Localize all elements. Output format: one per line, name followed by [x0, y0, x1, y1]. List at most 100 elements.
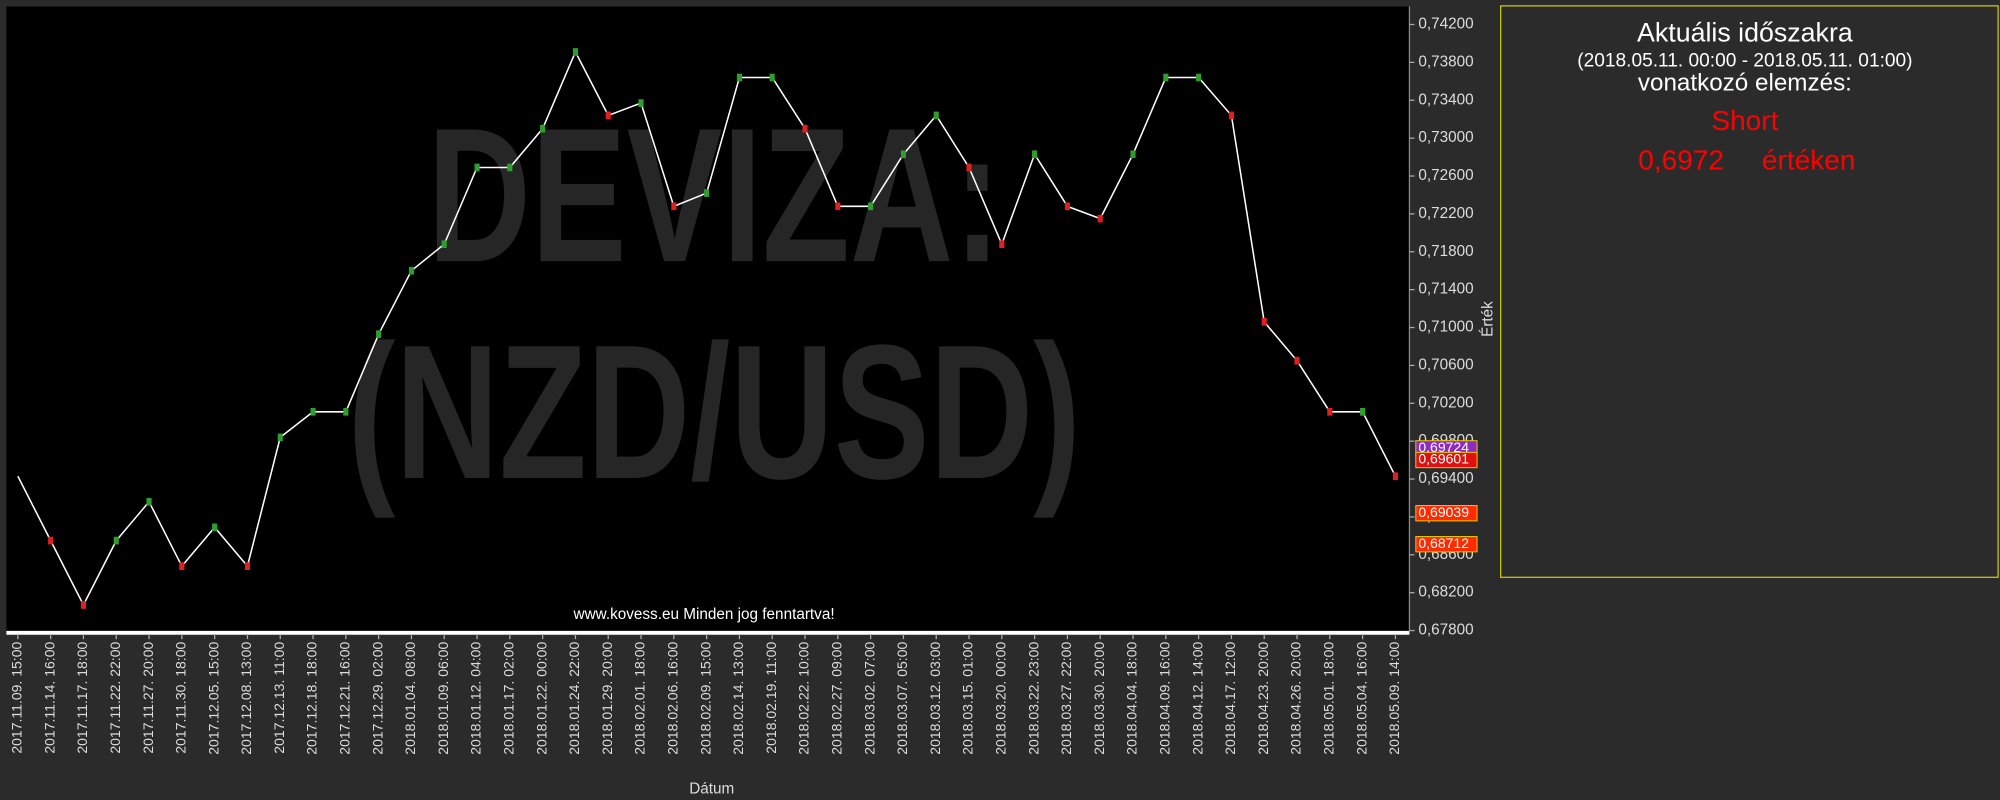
x-tick-label: 2018.01.29. 20:00: [599, 642, 615, 755]
x-tick-label: 2018.02.27. 09:00: [829, 642, 845, 755]
price-point: [474, 163, 480, 172]
x-tick-label: 2018.05.09. 14:00: [1386, 642, 1402, 755]
y-tick-label: 0,71000: [1418, 319, 1473, 336]
price-point: [80, 601, 87, 609]
x-tick-label: 2018.03.27. 22:00: [1058, 642, 1074, 755]
x-tick-label: 2018.02.01. 18:00: [632, 642, 648, 755]
price-point: [572, 48, 578, 56]
price-point: [605, 111, 611, 120]
panel-price-suffix: értéken: [1762, 145, 1856, 176]
x-axis-label: Dátum: [689, 781, 734, 798]
x-tick-label: 2017.11.17. 18:00: [74, 642, 90, 754]
price-point: [212, 523, 218, 532]
x-tick-label: 2018.03.07. 05:00: [894, 642, 910, 755]
x-tick-label: 2018.05.04. 16:00: [1353, 642, 1369, 755]
copyright: www.kovess.eu Minden jog fenntartva!: [573, 606, 835, 623]
y-tick-label: 0,67800: [1418, 622, 1473, 639]
x-tick-label: 2018.02.09. 15:00: [697, 642, 713, 755]
x-tick-label: 2017.11.14. 16:00: [41, 642, 57, 754]
x-tick-label: 2017.11.22. 22:00: [107, 642, 123, 754]
x-tick-label: 2018.03.30. 20:00: [1091, 642, 1107, 755]
y-tick-label: 0,74200: [1418, 16, 1473, 33]
price-point: [835, 202, 841, 211]
x-tick-label: 2018.02.06. 16:00: [665, 642, 681, 755]
price-point: [868, 202, 874, 211]
y-axis-label: Érték: [1480, 301, 1497, 337]
price-point: [1163, 73, 1169, 82]
x-tick-label: 2017.11.27. 20:00: [140, 642, 156, 754]
analysis-panel: [1499, 5, 1999, 578]
price-point: [1130, 150, 1136, 159]
price-marker-label: 0,69724: [1418, 439, 1469, 455]
price-marker-label: 0,69039: [1418, 504, 1469, 520]
price-marker: [1415, 505, 1478, 522]
x-tick-label: 2017.12.21. 16:00: [337, 642, 353, 755]
x-tick-label: 2018.01.17. 02:00: [501, 642, 517, 755]
price-point: [179, 562, 185, 570]
price-point: [1392, 472, 1398, 481]
panel-period: (2018.05.11. 00:00 - 2018.05.11. 01:00): [1577, 50, 1912, 71]
x-tick-label: 2018.04.17. 12:00: [1222, 642, 1238, 755]
x-tick-label: 2018.02.14. 13:00: [730, 642, 746, 755]
x-tick-label: 2018.01.04. 08:00: [402, 642, 418, 755]
y-tick-label: 0,71400: [1418, 281, 1473, 298]
price-point: [704, 189, 710, 197]
price-point: [933, 111, 939, 120]
price-point: [769, 73, 775, 82]
y-tick-label: 0,71800: [1418, 243, 1473, 260]
price-point: [1327, 407, 1333, 416]
price-point: [146, 497, 152, 506]
price-point: [1032, 150, 1038, 159]
x-tick-label: 2018.01.09. 06:00: [435, 642, 451, 755]
price-point: [277, 433, 283, 442]
price-point: [48, 536, 54, 545]
x-tick-label: 2018.01.12. 04:00: [468, 642, 484, 755]
x-tick-label: 2018.01.22. 00:00: [533, 642, 549, 755]
price-point: [1261, 318, 1267, 326]
x-tick-label: 2018.03.15. 01:00: [960, 642, 976, 755]
x-tick-label: 2017.11.30. 18:00: [173, 642, 189, 754]
y-tick-label: 0,69400: [1418, 470, 1473, 487]
panel-heading: Aktuális időszakra: [1637, 18, 1853, 48]
x-tick-label: 2018.02.19. 11:00: [763, 642, 779, 754]
watermark: (NZD/USD): [348, 305, 1081, 519]
x-tick-label: 2017.12.29. 02:00: [369, 642, 385, 755]
x-tick-label: 2018.03.22. 23:00: [1025, 642, 1041, 755]
price-marker-label: 0,69601: [1418, 451, 1469, 467]
price-point: [1064, 202, 1070, 211]
price-point: [736, 73, 742, 82]
price-point: [671, 202, 677, 211]
watermark: DEVIZA:: [427, 88, 1001, 302]
price-point: [244, 562, 250, 570]
price-point: [638, 99, 644, 107]
x-tick-label: 2018.04.04. 18:00: [1124, 642, 1140, 755]
x-tick-label: 2017.12.13. 11:00: [271, 642, 287, 754]
y-tick-label: 0,72600: [1418, 167, 1473, 184]
price-point: [310, 407, 316, 416]
y-tick-label: 0,70200: [1418, 394, 1473, 411]
x-tick-label: 2018.04.23. 20:00: [1255, 642, 1271, 755]
price-marker-label: 0,68712: [1418, 535, 1469, 551]
price-point: [376, 330, 382, 338]
plot-area: [6, 6, 1410, 632]
x-tick-label: 2018.04.12. 14:00: [1189, 642, 1205, 755]
y-tick-label: 0,68200: [1418, 584, 1473, 601]
price-point: [408, 266, 414, 275]
y-tick-label: 0,73000: [1418, 129, 1473, 146]
price-point: [1196, 73, 1202, 82]
panel-price: 0,6972: [1638, 145, 1724, 176]
x-tick-label: 2018.01.24. 22:00: [566, 642, 582, 755]
x-tick-label: 2017.12.18. 18:00: [304, 642, 320, 755]
x-tick-label: 2018.03.20. 00:00: [993, 642, 1009, 755]
price-point: [802, 124, 808, 133]
price-point: [999, 240, 1005, 249]
price-point: [1294, 356, 1300, 365]
price-point: [441, 240, 447, 249]
price-point: [113, 536, 119, 545]
y-tick-label: 0,72200: [1418, 205, 1473, 222]
x-tick-label: 2017.11.09. 15:00: [9, 642, 25, 754]
price-point: [343, 407, 349, 416]
x-tick-label: 2018.04.09. 16:00: [1157, 642, 1173, 755]
x-tick-label: 2017.12.05. 15:00: [205, 642, 221, 755]
